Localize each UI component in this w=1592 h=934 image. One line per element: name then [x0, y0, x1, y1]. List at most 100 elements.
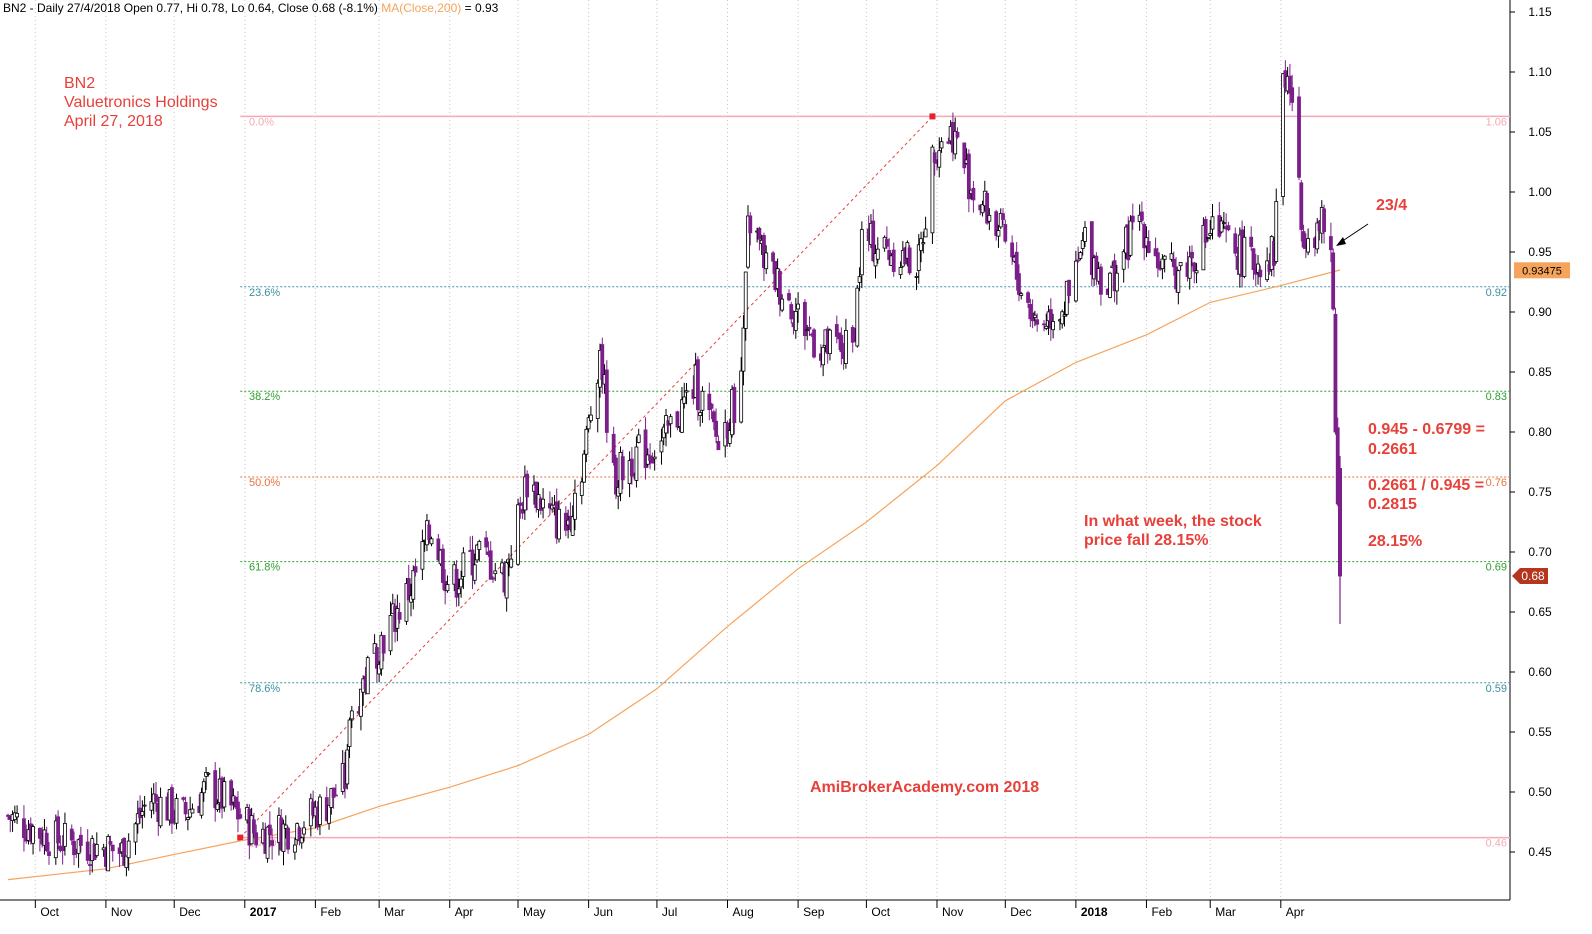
- candle-body: [365, 657, 370, 695]
- candle-body: [406, 578, 411, 601]
- y-tick-label: 0.65: [1528, 605, 1552, 619]
- header-ma-label: MA(Close,200): [381, 1, 462, 15]
- candle-body: [170, 787, 174, 824]
- candle-body: [509, 558, 514, 568]
- candle-body: [923, 228, 928, 238]
- candle-body: [884, 239, 889, 247]
- x-tick-label: Jul: [662, 905, 677, 919]
- candle-body: [516, 504, 520, 565]
- candle-body: [1028, 303, 1033, 320]
- candle-body: [101, 847, 106, 851]
- fib-swing-low-marker: [237, 834, 244, 841]
- candle-body: [891, 249, 896, 272]
- candle-body: [805, 329, 810, 332]
- candle-body: [1176, 270, 1181, 293]
- x-tick-label: Feb: [320, 905, 341, 919]
- candle-body: [636, 434, 641, 443]
- candle-body: [1162, 255, 1167, 260]
- fib-value-label: 0.69: [1486, 562, 1507, 574]
- candle-body: [839, 334, 844, 353]
- candle-body: [1051, 321, 1056, 331]
- candle-body: [557, 508, 561, 540]
- candle-body: [15, 812, 20, 818]
- candle-body: [1089, 221, 1094, 275]
- candle-body: [78, 834, 83, 846]
- candle-body: [491, 577, 495, 580]
- candle-body: [108, 841, 113, 845]
- candle-body: [1042, 323, 1046, 326]
- candle-body: [1203, 218, 1208, 243]
- candle-body: [643, 429, 648, 469]
- candle-body: [1140, 211, 1144, 221]
- candle-body: [267, 824, 272, 835]
- x-tick-label: Sep: [803, 905, 825, 919]
- x-tick-label: Feb: [1151, 905, 1172, 919]
- candle-body: [318, 796, 322, 825]
- candle-body: [388, 614, 393, 652]
- fib-value-label: 0.76: [1486, 477, 1507, 489]
- candle-body: [855, 287, 860, 347]
- candle-body: [236, 801, 240, 820]
- ma200-line: [7, 269, 1341, 881]
- x-tick-label: Dec: [1010, 905, 1031, 919]
- candle-body: [133, 823, 138, 843]
- candle-body: [1274, 201, 1279, 262]
- candle-body: [966, 153, 971, 200]
- candle-body: [1201, 224, 1206, 271]
- candle-body: [85, 841, 90, 861]
- candle-body: [472, 564, 477, 581]
- candle-body: [69, 828, 74, 841]
- candle-body: [1242, 236, 1247, 277]
- candle-body: [634, 446, 639, 481]
- candle-body: [1281, 73, 1285, 197]
- candle-body: [771, 252, 775, 262]
- candle-body: [329, 788, 334, 808]
- candle-body: [270, 840, 275, 846]
- candle-body: [149, 801, 154, 811]
- candle-body: [684, 390, 689, 393]
- y-tick-label: 0.75: [1528, 485, 1552, 499]
- candle-body: [764, 252, 769, 270]
- candle-body: [675, 411, 680, 428]
- candle-body: [1035, 319, 1040, 325]
- y-tick-label: 0.95: [1528, 245, 1552, 259]
- candle-body: [1160, 258, 1165, 270]
- candle-body: [106, 836, 111, 872]
- candle-body: [1017, 273, 1021, 295]
- candle-body: [1210, 216, 1215, 230]
- annotation-arrow-label: 23/4: [1376, 197, 1408, 214]
- candle-body: [570, 516, 575, 536]
- candle-body: [1067, 279, 1071, 296]
- candle-body: [1226, 225, 1231, 231]
- candle-body: [265, 826, 270, 859]
- x-tick-label: Mar: [1215, 905, 1236, 919]
- candle-body: [1044, 325, 1049, 329]
- candle-body: [898, 267, 903, 275]
- candle-body: [302, 827, 306, 835]
- y-tick-label: 0.50: [1528, 785, 1552, 799]
- candle-body: [875, 248, 880, 260]
- candle-body: [919, 238, 923, 251]
- candle-body: [1121, 251, 1126, 270]
- candle-body: [1128, 220, 1133, 256]
- candle-body: [793, 311, 798, 331]
- candle-body: [154, 794, 158, 802]
- x-tick-label: Apr: [1286, 905, 1305, 919]
- candle-body: [436, 538, 441, 561]
- candle-body: [1001, 213, 1005, 220]
- candle-body: [780, 298, 785, 311]
- annotation-calc2-line1: 0.2661 / 0.945 =: [1368, 477, 1485, 494]
- candle-body: [1178, 262, 1183, 267]
- candle-body: [56, 816, 60, 844]
- x-tick-label: Oct: [40, 905, 59, 919]
- y-tick-label: 0.45: [1528, 845, 1552, 859]
- candle-body: [611, 433, 616, 463]
- candle-body: [201, 781, 206, 794]
- candle-body: [682, 396, 687, 404]
- candle-body: [190, 808, 195, 814]
- candle-body: [374, 647, 379, 669]
- candles: [6, 60, 1342, 877]
- candle-body: [44, 832, 49, 852]
- candle-body: [229, 780, 234, 806]
